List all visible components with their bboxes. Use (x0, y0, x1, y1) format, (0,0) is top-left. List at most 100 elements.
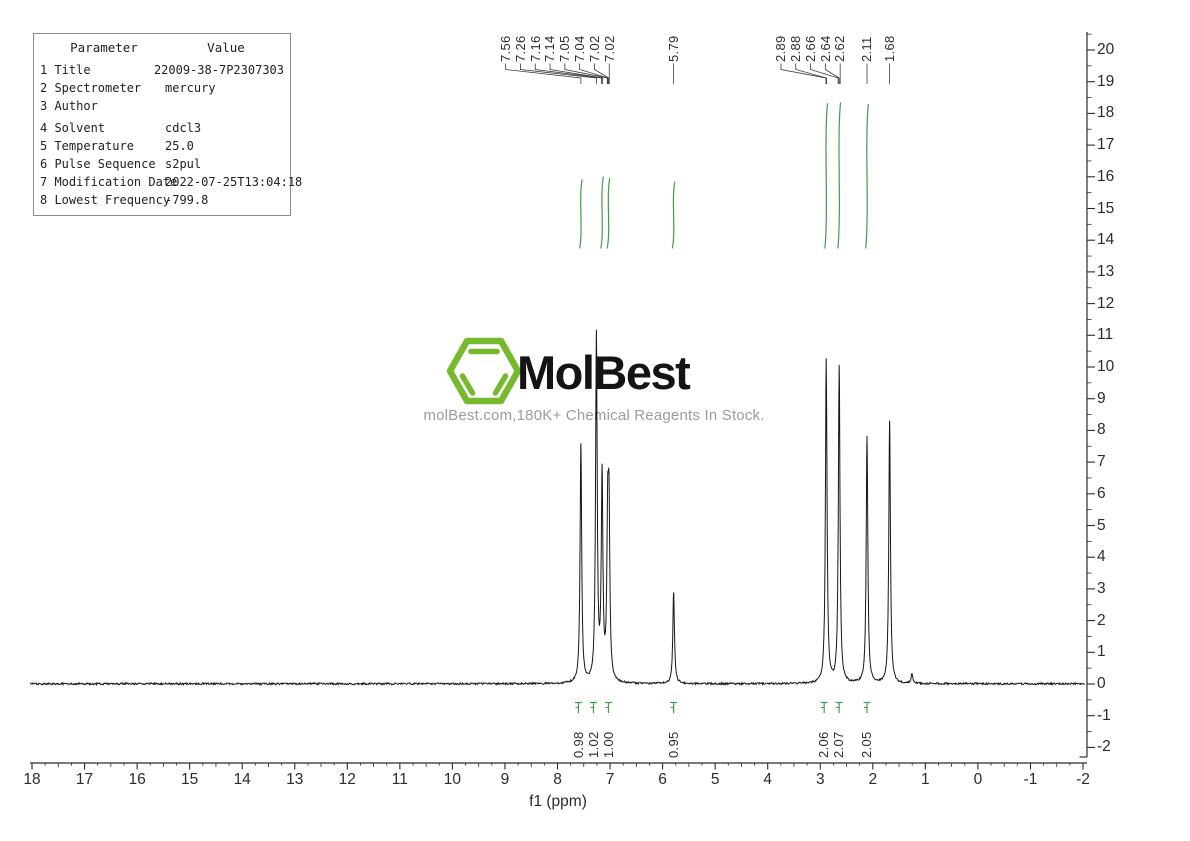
x-axis-tick-label: 7 (605, 771, 615, 788)
param-row: 8 Lowest Frequency -799.8 (34, 191, 290, 209)
y-axis-tick-label: 3 (1097, 579, 1106, 597)
x-axis-tick-label: 13 (286, 771, 304, 788)
peak-label: 7.02 (586, 35, 602, 62)
x-axis-tick-label: 17 (75, 771, 94, 788)
x-axis-tick-label: 4 (763, 771, 772, 788)
param-value: mercury (165, 81, 216, 95)
y-axis-tick-label: 7 (1097, 453, 1106, 471)
y-axis-tick-label: 13 (1097, 262, 1115, 280)
param-value: -799.8 (165, 193, 209, 207)
y-axis-tick-label: 5 (1097, 516, 1106, 534)
peak-label: 7.56 (497, 35, 513, 62)
param-name: 3 Author (40, 99, 98, 113)
benzene-hexagon-icon (446, 337, 522, 405)
y-axis-tick-label: 19 (1097, 72, 1115, 90)
param-row: 5 Temperature 25.0 (34, 137, 290, 155)
y-axis-tick-label: 10 (1097, 358, 1115, 375)
param-value: 25.0 (165, 139, 194, 153)
y-axis-tick-label: 2 (1097, 611, 1106, 629)
param-row: 1 Title 22009-38-7P2307303 (34, 61, 290, 79)
x-axis-tick-label: -2 (1076, 771, 1090, 788)
x-axis-tick-label: 2 (868, 771, 878, 788)
peak-label: 2.11 (859, 36, 875, 62)
integral-label: 2.06 (816, 731, 832, 758)
y-axis-tick-label: 15 (1097, 199, 1115, 217)
param-name: 2 Spectrometer (40, 81, 142, 95)
integral-label: 0.98 (570, 731, 586, 758)
param-row: 3 Author (34, 97, 290, 115)
peak-label: 1.68 (881, 35, 897, 62)
brand-tagline: molBest.com,180K+ Chemical Reagents In S… (423, 407, 765, 424)
integral-label: 1.02 (585, 731, 601, 758)
brand-name: MolBest (517, 346, 691, 399)
peak-label: 2.66 (802, 35, 818, 62)
parameter-table-rows: 1 Title 22009-38-7P2307303 2 Spectrometer m… (34, 61, 302, 209)
y-axis-tick-label: 6 (1097, 484, 1106, 502)
x-axis-title: f1 (ppm) (529, 793, 587, 810)
x-axis-tick-label: 12 (338, 771, 356, 788)
integral-label: 1.00 (600, 731, 616, 758)
peak-label: 2.89 (773, 35, 789, 62)
peak-label: 2.88 (788, 35, 804, 62)
param-value (165, 97, 284, 115)
y-axis-tick-label: -1 (1097, 706, 1111, 724)
x-axis-tick-label: 3 (815, 771, 825, 788)
param-value: 2022-07-25T13:04:18 (165, 175, 303, 189)
x-axis-tick-label: 15 (181, 771, 199, 788)
header-value: Value (207, 40, 245, 55)
x-axis-tick-label: 18 (23, 771, 41, 788)
x-axis-tick-label: 6 (658, 771, 667, 788)
param-name: 5 Temperature (40, 139, 134, 153)
integral-label: 2.07 (831, 731, 847, 758)
y-axis-tick-label: 17 (1097, 136, 1115, 154)
y-axis-tick-label: 11 (1097, 326, 1114, 344)
param-row: 6 Pulse Sequence s2pul (34, 155, 290, 173)
param-name: 6 Pulse Sequence (40, 157, 156, 171)
y-axis-tick-label: 8 (1097, 421, 1106, 439)
x-axis-tick-label: -1 (1023, 771, 1038, 788)
x-axis-tick-label: 0 (973, 771, 983, 788)
peak-label: 5.79 (665, 35, 681, 62)
peak-label: 7.16 (527, 35, 543, 62)
parameter-table-header: Parameter Value (34, 37, 290, 61)
integral-label: 2.05 (859, 731, 875, 758)
y-axis-tick-label: 14 (1097, 231, 1115, 249)
peak-label: 7.02 (601, 35, 617, 62)
peak-label: 7.05 (557, 35, 573, 62)
integral-label: 0.95 (665, 731, 681, 758)
y-axis-tick-label: 20 (1097, 41, 1115, 58)
param-name: 1 Title (40, 63, 91, 77)
param-row: 2 Spectrometer mercury (34, 79, 290, 97)
x-axis-tick-label: 8 (553, 771, 562, 788)
param-value: cdcl3 (165, 121, 202, 135)
peak-label: 7.26 (512, 35, 528, 62)
x-axis-tick-label: 5 (710, 771, 720, 788)
y-axis-tick-label: 0 (1097, 675, 1106, 692)
x-axis-tick-label: 11 (391, 771, 408, 788)
param-name: 7 Modification Date (40, 175, 178, 189)
y-axis-tick-label: 16 (1097, 167, 1115, 185)
y-axis-tick-label: 9 (1097, 389, 1106, 407)
x-axis-tick-label: 10 (443, 771, 462, 788)
peak-label: 7.04 (571, 35, 587, 62)
y-axis-tick-label: 12 (1097, 294, 1115, 312)
header-parameter: Parameter (70, 40, 138, 55)
param-value: s2pul (165, 157, 202, 171)
param-name: 4 Solvent (40, 121, 106, 135)
peak-label: 2.64 (817, 35, 833, 62)
y-axis-tick-label: 4 (1097, 548, 1106, 566)
y-axis-tick-label: 1 (1097, 643, 1106, 661)
param-name: 8 Lowest Frequency (40, 193, 171, 207)
x-axis-tick-label: 14 (233, 771, 251, 788)
param-value: 22009-38-7P2307303 (153, 63, 284, 77)
x-axis-tick-label: 1 (921, 771, 930, 788)
y-axis-tick-label: 18 (1097, 104, 1115, 122)
y-axis-tick-label: -2 (1097, 738, 1111, 756)
parameter-table: Parameter Value 1 Title 22009-38-7P230730… (33, 33, 302, 216)
x-axis-tick-label: 9 (500, 771, 510, 788)
x-axis-tick-label: 16 (128, 771, 146, 788)
peak-label: 2.62 (832, 35, 848, 62)
peak-label: 7.14 (542, 35, 558, 62)
